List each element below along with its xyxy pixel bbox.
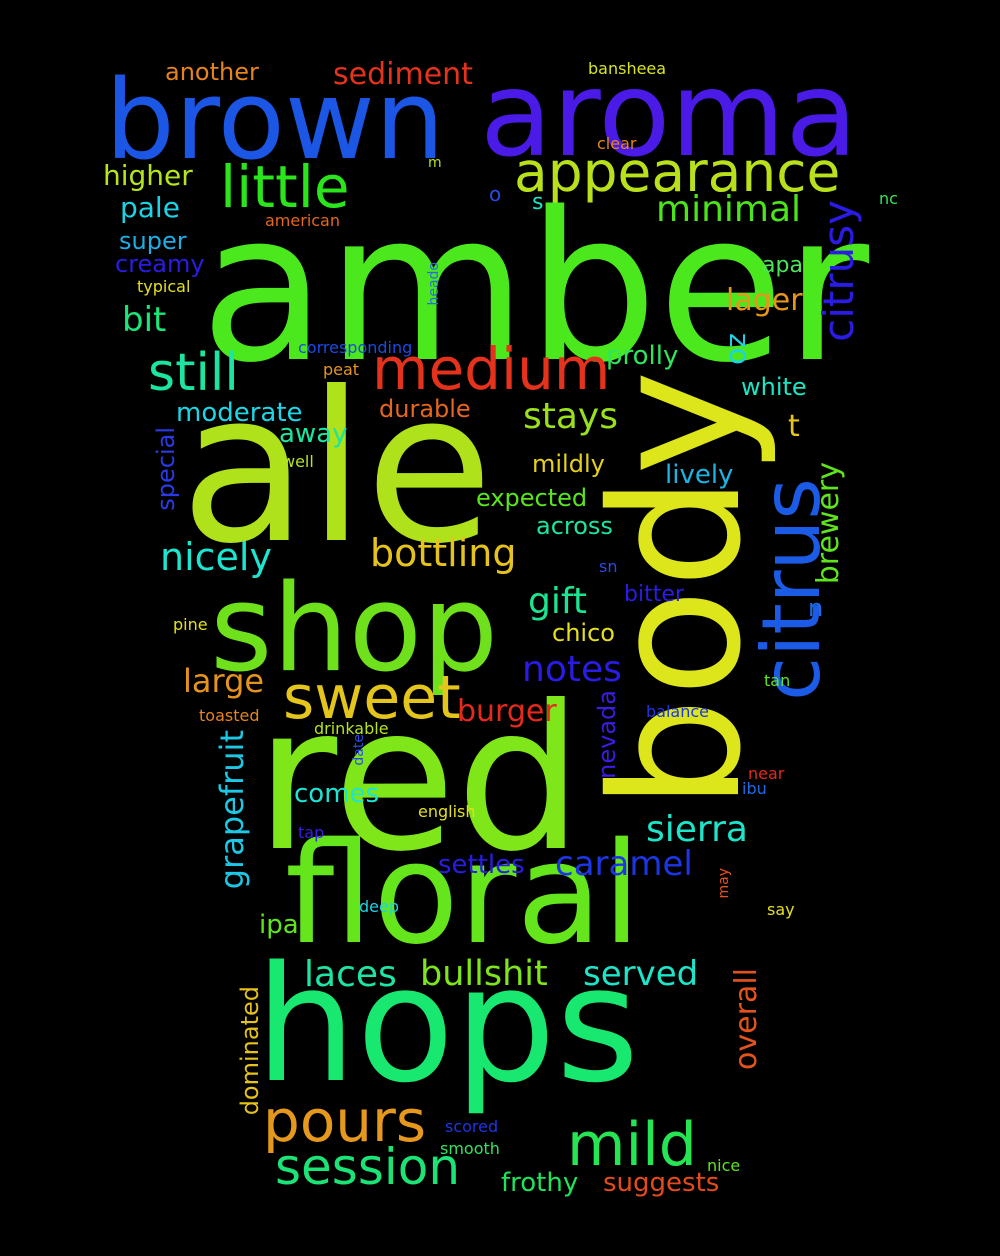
word-stays: stays xyxy=(523,396,618,437)
word-suggests: suggests xyxy=(603,1168,720,1198)
word-sn: sn xyxy=(599,557,618,576)
word-drinkable: drinkable xyxy=(314,719,389,738)
word-creamy: creamy xyxy=(115,250,205,278)
word-pale: pale xyxy=(120,191,180,224)
word-t: t xyxy=(788,409,800,444)
word-tan: tan xyxy=(764,671,791,690)
word-aroma: aroma xyxy=(480,45,858,183)
word-medium: medium xyxy=(372,335,611,403)
word-mildly: mildly xyxy=(532,450,605,478)
word-caramel: caramel xyxy=(555,844,693,884)
word-lively: lively xyxy=(665,460,734,490)
word-brewery: brewery xyxy=(811,462,846,585)
word-another: another xyxy=(165,58,259,86)
word-balance: balance xyxy=(646,702,709,721)
word-citrusy: citrusy xyxy=(814,200,863,342)
word-american: american xyxy=(265,211,340,230)
word-english: english xyxy=(418,802,476,821)
word-may: may xyxy=(716,868,732,899)
word-away: away xyxy=(279,419,348,449)
word-m: m xyxy=(428,155,442,171)
word-heado: heado xyxy=(426,262,442,306)
word-bansheea: bansheea xyxy=(588,59,667,78)
word-typical: typical xyxy=(137,277,191,296)
word-nevada: nevada xyxy=(593,690,621,779)
word-oz: oz xyxy=(719,333,752,365)
word-deep: deep xyxy=(359,897,399,916)
word-white: white xyxy=(741,373,807,401)
word-pours: pours xyxy=(263,1087,427,1155)
word-burger: burger xyxy=(457,694,557,729)
word-durable: durable xyxy=(379,395,471,423)
word-near: near xyxy=(748,764,785,783)
word-scored: scored xyxy=(445,1117,499,1136)
word-dominated: dominated xyxy=(236,986,264,1116)
word-large: large xyxy=(183,662,265,700)
word-say: say xyxy=(767,900,795,919)
word-bit: bit xyxy=(122,300,167,340)
word-grapefruit: grapefruit xyxy=(213,730,251,890)
word-peat: peat xyxy=(323,360,360,379)
word-settles: settles xyxy=(438,850,525,880)
word-hops: hops xyxy=(255,931,640,1118)
word-tap: tap xyxy=(298,823,325,842)
word-nc: nc xyxy=(879,189,898,208)
word-sediment: sediment xyxy=(333,57,473,92)
word-laces: laces xyxy=(304,954,397,995)
word-bitter: bitter xyxy=(624,582,684,607)
word-o: o xyxy=(489,182,502,206)
word-nice: nice xyxy=(707,1156,741,1175)
word-frothy: frothy xyxy=(501,1168,579,1198)
word-smooth: smooth xyxy=(440,1139,500,1158)
word-shop: shop xyxy=(210,560,499,699)
word-expected: expected xyxy=(476,484,588,512)
word-floral: floral xyxy=(285,813,642,976)
word-comes: comes xyxy=(294,779,380,809)
word-toasted: toasted xyxy=(199,706,260,725)
word-well: well xyxy=(282,452,314,471)
word-pine: pine xyxy=(173,615,208,634)
word-brown: brown xyxy=(105,56,445,184)
word-higher: higher xyxy=(103,159,193,192)
word-red: red xyxy=(255,663,583,896)
word-super: super xyxy=(119,227,187,255)
word-prolly: prolly xyxy=(606,341,679,371)
word-appearance: appearance xyxy=(514,140,841,204)
word-n: n xyxy=(808,594,824,622)
word-bullshit: bullshit xyxy=(420,954,548,994)
word-apa: apa xyxy=(762,253,803,278)
word-sierra: sierra xyxy=(646,809,748,850)
word-ale: ale xyxy=(180,348,494,590)
word-served: served xyxy=(583,954,699,994)
word-overall: overall xyxy=(729,968,764,1070)
word-mild: mild xyxy=(567,1110,697,1180)
word-ibu: ibu xyxy=(742,779,767,798)
word-lager: lager xyxy=(726,283,803,318)
word-chico: chico xyxy=(552,619,615,647)
word-still: still xyxy=(148,343,239,403)
word-sweet: sweet xyxy=(283,663,461,733)
word-moderate: moderate xyxy=(176,398,303,428)
word-special: special xyxy=(152,427,180,511)
word-clear: clear xyxy=(597,134,637,153)
word-little: little xyxy=(220,153,350,221)
word-across: across xyxy=(536,512,613,540)
word-s: s xyxy=(532,190,544,215)
word-date: date xyxy=(351,734,367,766)
word-gift: gift xyxy=(528,581,588,622)
word-amber: amber xyxy=(200,168,870,408)
word-notes: notes xyxy=(522,649,622,690)
word-bottling: bottling xyxy=(370,531,517,575)
word-nicely: nicely xyxy=(160,535,272,579)
word-session: session xyxy=(275,1138,461,1196)
word-minimal: minimal xyxy=(656,189,802,230)
word-ipa: ipa xyxy=(259,910,299,940)
word-corresponding: corresponding xyxy=(298,338,413,357)
